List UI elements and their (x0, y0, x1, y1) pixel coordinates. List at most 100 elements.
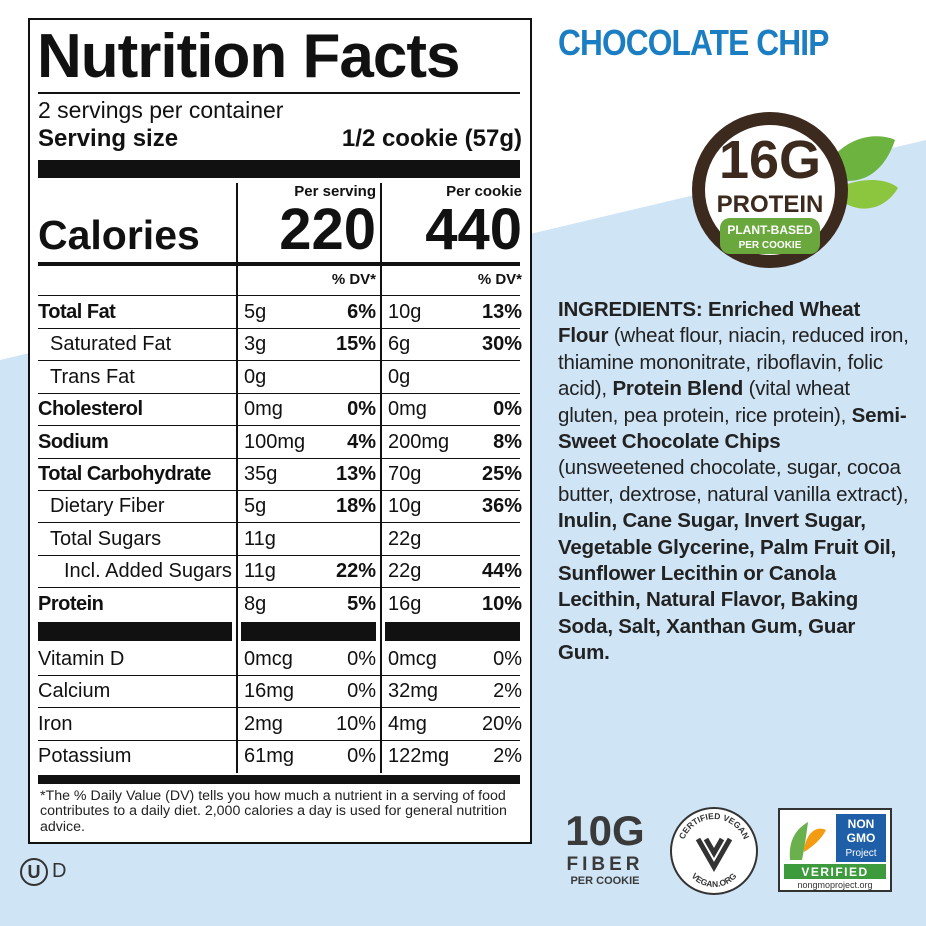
amount: 8g (244, 592, 267, 615)
daily-value: 10% (481, 592, 522, 615)
daily-value: 13% (481, 301, 522, 323)
ingredient-segment: Inulin, Cane Sugar, Invert Sugar, Vegeta… (558, 509, 897, 665)
amount: 11g (244, 560, 276, 583)
daily-value: 0% (347, 680, 376, 703)
daily-value: 0% (347, 648, 376, 670)
daily-value: 6% (347, 301, 376, 323)
daily-value: 0% (347, 745, 376, 768)
daily-value: 13% (335, 463, 376, 485)
daily-value: 18% (335, 495, 376, 518)
rule (38, 360, 520, 362)
amount: 5g (244, 301, 267, 323)
rule (38, 327, 520, 329)
rule (38, 392, 520, 394)
amount: 100mg (244, 430, 306, 453)
rule (38, 707, 520, 709)
amount: 11g (244, 527, 276, 550)
servings: 2 servings per container (38, 97, 284, 123)
band (241, 622, 376, 641)
nongmo-l1: NON (848, 817, 875, 831)
daily-value: 25% (481, 463, 522, 485)
rule (38, 587, 520, 589)
rule (38, 774, 520, 784)
nutrient-name: Total Sugars (50, 527, 162, 550)
column-header: Per cookie (446, 183, 522, 200)
amount: 22g (388, 560, 422, 583)
rule (38, 739, 520, 741)
calories-label: Calories (38, 212, 200, 258)
ingredient-segment: INGREDIENTS: Enriched Wheat Flour (558, 298, 861, 348)
fiber-label: FIBER (567, 854, 644, 875)
daily-value: 0% (347, 398, 376, 421)
daily-value: 36% (481, 495, 522, 518)
amount: 3g (244, 333, 267, 356)
calories-value: 440 (425, 197, 522, 262)
amount: 6g (388, 333, 411, 356)
nongmo-butterfly (804, 828, 826, 852)
band (38, 622, 232, 641)
rule (38, 674, 520, 676)
serving-size: 1/2 cookie (57g) (341, 125, 522, 152)
nutrient-name: Cholesterol (38, 398, 143, 421)
nongmo-l3: Project (845, 848, 876, 859)
daily-value: 0% (493, 648, 522, 670)
amount: 0mcg (388, 648, 437, 670)
nongmo-blue (836, 814, 886, 862)
fiber-badge: 10G FIBER PER COOKIE (565, 807, 644, 887)
rule (38, 262, 520, 266)
rule (38, 489, 520, 491)
nongmo-badge: NON GMO Project VERIFIED nongmoproject.o… (778, 808, 892, 892)
amount: 16g (388, 592, 422, 615)
amount: 70g (388, 463, 422, 485)
amount: 122mg (388, 745, 450, 768)
rule (38, 295, 520, 296)
dv-header: % DV* (477, 271, 522, 288)
kosher-symbol: U (20, 858, 48, 886)
nutrient-name: Protein (38, 592, 104, 615)
vegan-badge: CERTIFIED VEGAN VEGAN.ORG (670, 807, 758, 895)
amount: 22g (388, 527, 422, 550)
divider (236, 183, 238, 773)
calories-value: 220 (279, 197, 376, 262)
fiber-amount: 10G (565, 807, 644, 854)
daily-value: 8% (493, 430, 522, 453)
amount: 16mg (244, 680, 295, 703)
vitamin-name: Calcium (38, 680, 111, 703)
kosher-suffix: D (52, 860, 67, 882)
badge-line1: PLANT-BASED (727, 223, 813, 237)
badge-line2: PER COOKIE (739, 240, 802, 251)
rule (38, 554, 520, 556)
footnote: *The % Daily Value (DV) tells you how mu… (40, 787, 507, 835)
nutrient-name: Sodium (38, 430, 109, 453)
nutrition-panel: Nutrition Facts 2 servings per container S… (28, 18, 532, 844)
flavor: CHOCOLATE CHIP (558, 22, 829, 63)
ingredients: INGREDIENTS: Enriched Wheat Flour (wheat… (558, 297, 910, 667)
nutrient-name: Dietary Fiber (50, 495, 165, 518)
ingredient-segment: Semi-Sweet Chocolate Chips (558, 403, 907, 454)
nongmo-l2: GMO (847, 831, 876, 845)
vitamin-name: Potassium (38, 745, 132, 768)
ingredient-segment: (unsweetened chocolate, sugar, cocoa but… (558, 456, 909, 506)
nutrient-name: Trans Fat (50, 365, 135, 388)
amount: 0g (388, 365, 411, 388)
nutrient-name: Total Fat (38, 301, 116, 323)
rule (38, 92, 520, 94)
rule (38, 425, 520, 427)
serving-size-label: Serving size (38, 125, 179, 152)
nutrient-name: Incl. Added Sugars (64, 560, 232, 583)
amount: 32mg (388, 680, 439, 703)
daily-value: 0% (493, 398, 522, 421)
amount: 0mcg (244, 648, 293, 670)
amount: 2mg (244, 712, 283, 735)
protein-badge: 16G PROTEIN PLANT-BASED PER COOKIE (692, 112, 898, 268)
dv-header: % DV* (331, 271, 376, 288)
divider (380, 183, 382, 773)
nongmo-green (784, 864, 886, 879)
daily-value: 22% (335, 560, 376, 583)
badge-label: PROTEIN (717, 191, 824, 218)
daily-value: 4% (347, 430, 376, 453)
leaf (838, 180, 898, 209)
amount: 10g (388, 495, 422, 518)
nongmo-leaf (789, 822, 808, 860)
daily-value: 30% (481, 333, 522, 356)
